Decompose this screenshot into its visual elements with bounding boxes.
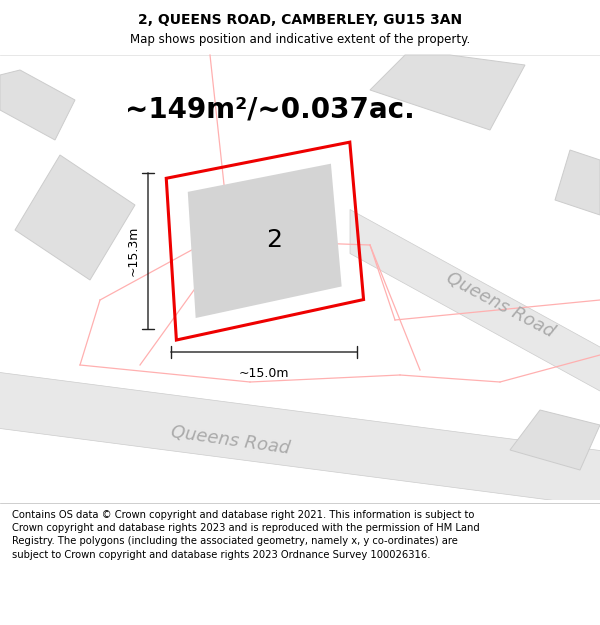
Text: 2: 2: [266, 228, 282, 252]
Polygon shape: [370, 55, 525, 130]
Text: ~15.0m: ~15.0m: [239, 367, 289, 380]
Polygon shape: [0, 366, 600, 513]
Text: 2, QUEENS ROAD, CAMBERLEY, GU15 3AN: 2, QUEENS ROAD, CAMBERLEY, GU15 3AN: [138, 13, 462, 27]
Text: Queens Road: Queens Road: [169, 422, 291, 457]
Text: ~149m²/~0.037ac.: ~149m²/~0.037ac.: [125, 96, 415, 124]
Polygon shape: [555, 150, 600, 215]
Polygon shape: [350, 209, 600, 419]
Polygon shape: [188, 164, 341, 318]
Text: Queens Road: Queens Road: [443, 269, 557, 341]
Polygon shape: [510, 410, 600, 470]
Polygon shape: [0, 70, 75, 140]
Text: Contains OS data © Crown copyright and database right 2021. This information is : Contains OS data © Crown copyright and d…: [12, 510, 480, 559]
Text: ~15.3m: ~15.3m: [127, 226, 140, 276]
Text: Map shows position and indicative extent of the property.: Map shows position and indicative extent…: [130, 34, 470, 46]
Polygon shape: [15, 155, 135, 280]
